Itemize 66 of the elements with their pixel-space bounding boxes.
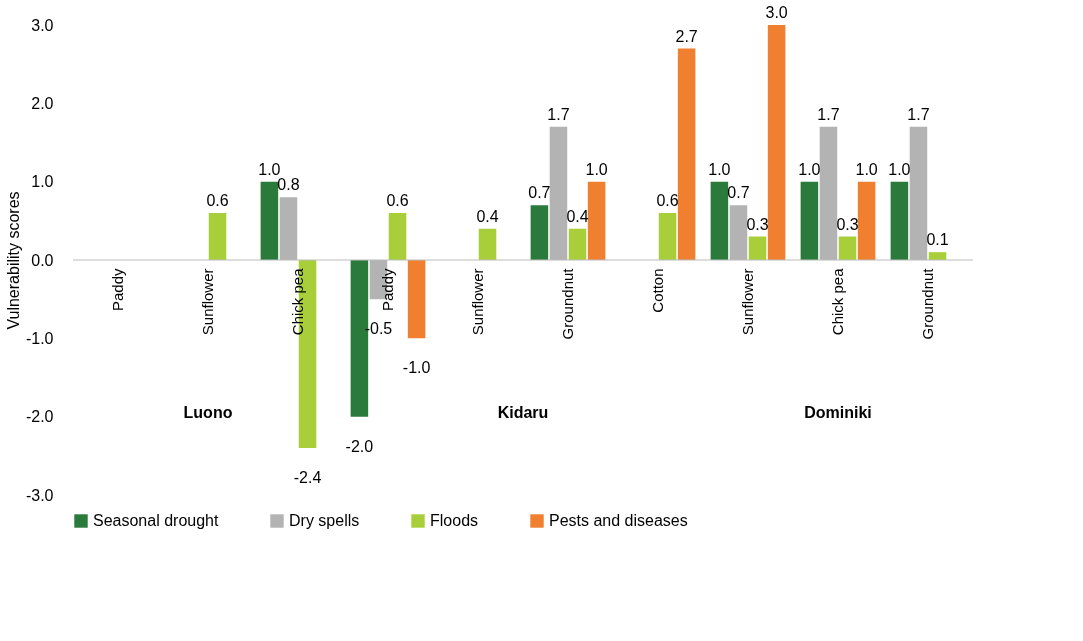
legend-label: Seasonal drought xyxy=(93,512,219,529)
data-label: 1.0 xyxy=(798,160,821,178)
y-tick-label: 0.0 xyxy=(31,251,54,269)
x-tick-label: Sunflower xyxy=(469,268,486,336)
bar xyxy=(838,236,857,260)
data-label: 0.7 xyxy=(528,184,551,202)
bar xyxy=(710,181,729,260)
y-tick-label: -3.0 xyxy=(25,486,54,504)
bar xyxy=(260,181,279,260)
data-label: 0.7 xyxy=(727,184,750,202)
y-tick-label: 1.0 xyxy=(31,173,54,191)
bar xyxy=(530,205,549,260)
legend-label: Dry spells xyxy=(289,512,360,529)
data-label: 0.6 xyxy=(386,192,409,209)
legend-label: Pests and diseases xyxy=(549,512,688,529)
data-label: 1.0 xyxy=(855,160,878,178)
data-label: -1.0 xyxy=(402,359,431,377)
data-label: 0.3 xyxy=(746,215,769,233)
data-label: 1.7 xyxy=(547,105,570,123)
data-label: -2.0 xyxy=(345,437,374,455)
legend-label: Floods xyxy=(430,512,479,529)
data-label: 0.8 xyxy=(277,176,300,194)
bar xyxy=(388,213,407,260)
data-label: 0.4 xyxy=(476,207,499,225)
x-tick-label: Sunflower xyxy=(739,268,756,336)
x-tick-label: Groundnut xyxy=(919,267,936,340)
bar xyxy=(407,260,426,339)
bar xyxy=(478,228,497,260)
bar xyxy=(767,25,786,260)
data-label: 1.7 xyxy=(817,105,840,123)
bar xyxy=(890,181,909,260)
bar xyxy=(800,181,819,260)
bar xyxy=(658,213,677,260)
annotation: Dominiki xyxy=(804,403,872,421)
bar xyxy=(208,213,227,260)
x-tick-label: Groundnut xyxy=(559,267,576,340)
data-label: -2.4 xyxy=(293,469,322,486)
bar xyxy=(857,181,876,260)
y-tick-label: 2.0 xyxy=(31,94,54,112)
x-tick-label: Paddy xyxy=(109,268,126,312)
data-label: 0.6 xyxy=(656,192,679,209)
data-label: 1.7 xyxy=(907,105,930,123)
x-tick-label: Cotton xyxy=(649,268,666,313)
y-tick-label: -2.0 xyxy=(25,408,54,426)
data-label: 3.0 xyxy=(765,4,788,21)
bar xyxy=(748,236,767,260)
data-label: 1.0 xyxy=(258,160,281,178)
y-tick-label: -1.0 xyxy=(25,329,54,347)
y-axis-title: Vulnerability scores xyxy=(4,191,22,330)
x-tick-label: Chick pea xyxy=(829,267,846,336)
bar xyxy=(568,228,587,260)
bar xyxy=(677,48,696,260)
y-tick-label: 3.0 xyxy=(31,16,54,34)
x-tick-label: Sunflower xyxy=(199,268,216,336)
x-tick-label: Chick pea xyxy=(289,267,306,336)
annotation: Kidaru xyxy=(497,403,549,421)
data-label: 0.1 xyxy=(926,231,949,249)
data-label: 1.0 xyxy=(585,160,608,178)
data-label: 0.3 xyxy=(836,215,859,233)
data-label: 2.7 xyxy=(675,27,698,45)
x-tick-label: Paddy xyxy=(379,268,396,312)
annotation: Luono xyxy=(183,403,233,421)
data-label: 1.0 xyxy=(888,160,911,178)
data-label: 0.6 xyxy=(206,192,229,209)
data-label: 1.0 xyxy=(708,160,731,178)
bar xyxy=(587,181,606,260)
